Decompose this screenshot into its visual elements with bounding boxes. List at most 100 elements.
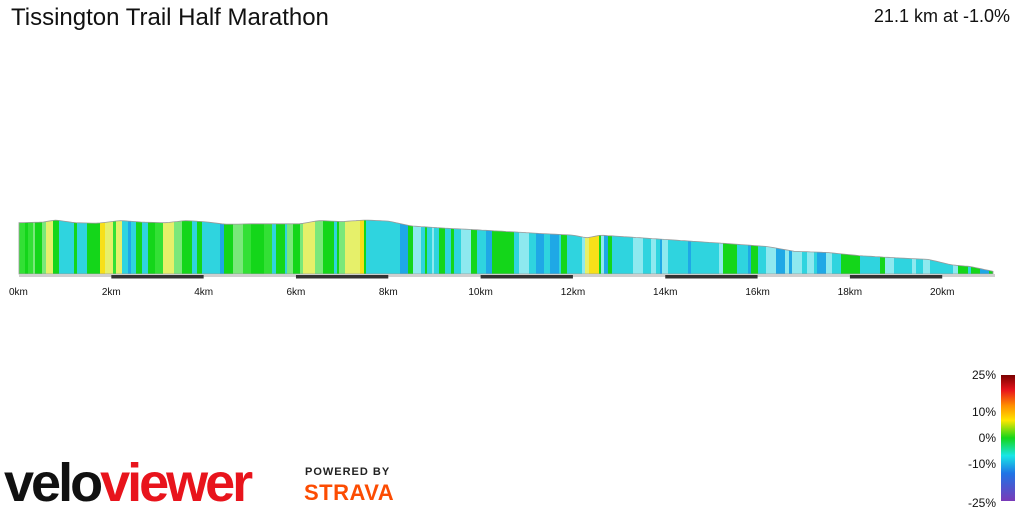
grade-stripe <box>589 220 600 274</box>
grade-stripe <box>432 220 435 274</box>
grade-stripe <box>425 220 428 274</box>
grade-stripe <box>330 220 335 274</box>
grade-stripe <box>585 220 590 274</box>
grade-stripe <box>732 220 738 274</box>
grade-stripe <box>360 220 365 274</box>
grade-stripe <box>486 220 493 274</box>
grade-stripe <box>751 220 759 274</box>
grade-stripe <box>370 220 380 274</box>
grade-stripe <box>514 220 520 274</box>
grade-stripe <box>880 220 886 274</box>
grade-stripe <box>930 220 937 274</box>
grade-stripe <box>832 220 840 274</box>
grade-stripe <box>656 220 661 274</box>
grade-stripe <box>865 220 875 274</box>
grade-stripe <box>544 220 551 274</box>
grade-stripe <box>451 220 455 274</box>
grade-stripe <box>33 220 36 274</box>
scale-label-10: 10% <box>971 405 996 419</box>
x-tick-label: 4km <box>194 287 213 298</box>
grade-stripe <box>53 220 60 274</box>
grade-stripe <box>567 220 575 274</box>
grade-stripe <box>74 220 78 274</box>
grade-stripe <box>116 220 123 274</box>
grade-stripe <box>758 220 763 274</box>
grade-stripe <box>691 220 701 274</box>
grade-stripe <box>354 220 361 274</box>
grade-stripe <box>257 220 262 274</box>
grade-stripe <box>197 220 203 274</box>
grade-stripe <box>841 220 847 274</box>
grade-stripe <box>854 220 861 274</box>
x-axis-ticks: 0km 2km 4km 6km 8km 10km 12km 14km 16km 18km 20km <box>9 287 954 298</box>
km-bar <box>111 275 204 279</box>
x-tick-label: 8km <box>379 287 398 298</box>
grade-stripe <box>100 220 106 274</box>
strava-logo[interactable]: STRAVA <box>304 480 395 505</box>
grade-stripe <box>519 220 530 274</box>
grade-stripe <box>700 220 707 274</box>
grade-stripe <box>762 220 767 274</box>
grade-stripe <box>860 220 866 274</box>
grade-stripe <box>251 220 258 274</box>
grade-stripe <box>807 220 815 274</box>
grade-stripe <box>643 220 646 274</box>
grade-stripe <box>174 220 183 274</box>
grade-stripe <box>561 220 568 274</box>
grade-stripe <box>826 220 833 274</box>
grade-stripe <box>136 220 139 274</box>
grade-stripe <box>287 220 294 274</box>
grade-stripe <box>105 220 114 274</box>
grade-stripe <box>912 220 917 274</box>
grade-stripe <box>113 220 117 274</box>
grade-stripe <box>944 220 952 274</box>
grade-stripe <box>35 220 43 274</box>
grade-stripe <box>501 220 508 274</box>
grade-stripe <box>334 220 338 274</box>
grade-stripe <box>574 220 583 274</box>
grade-stripe <box>651 220 657 274</box>
grade-stripe <box>315 220 324 274</box>
grade-stripe <box>59 220 68 274</box>
grade-stripe <box>345 220 355 274</box>
grade-stripe <box>776 220 786 274</box>
grade-stripe <box>42 220 47 274</box>
route-summary: 21.1 km at -1.0% <box>873 6 1010 26</box>
grade-stripe <box>427 220 430 274</box>
grade-stripe <box>678 220 684 274</box>
grade-stripe <box>445 220 452 274</box>
grade-stripe <box>894 220 901 274</box>
grade-stripe <box>814 220 818 274</box>
grade-stripe <box>243 220 252 274</box>
veloviewer-logo[interactable]: veloviewer <box>4 452 253 514</box>
grade-stripe <box>382 220 390 274</box>
grade-stripe <box>272 220 277 274</box>
grade-stripe <box>688 220 692 274</box>
grade-stripe <box>163 220 167 274</box>
grade-stripe <box>792 220 803 274</box>
grade-stripe <box>208 220 213 274</box>
grade-stripe <box>601 220 605 274</box>
grade-stripe <box>285 220 288 274</box>
grade-stripe <box>645 220 652 274</box>
grade-stripe <box>77 220 88 274</box>
x-tick-label: 14km <box>653 287 677 298</box>
grade-stripes <box>19 220 993 274</box>
grade-stripe <box>454 220 462 274</box>
grade-stripe <box>885 220 895 274</box>
grade-stripe <box>166 220 173 274</box>
grade-stripe <box>278 220 286 274</box>
x-tick-label: 0km <box>9 287 28 298</box>
grade-stripe <box>337 220 340 274</box>
x-tick-label: 20km <box>930 287 954 298</box>
grade-stripe <box>339 220 346 274</box>
grade-stripe <box>421 220 426 274</box>
grade-stripe <box>628 220 634 274</box>
grade-stripe <box>148 220 156 274</box>
grade-stripe <box>507 220 515 274</box>
grade-stripe <box>706 220 712 274</box>
grade-stripe <box>192 220 198 274</box>
grade-stripe <box>900 220 907 274</box>
grade-stripe <box>402 220 409 274</box>
grade-stripe <box>142 220 149 274</box>
